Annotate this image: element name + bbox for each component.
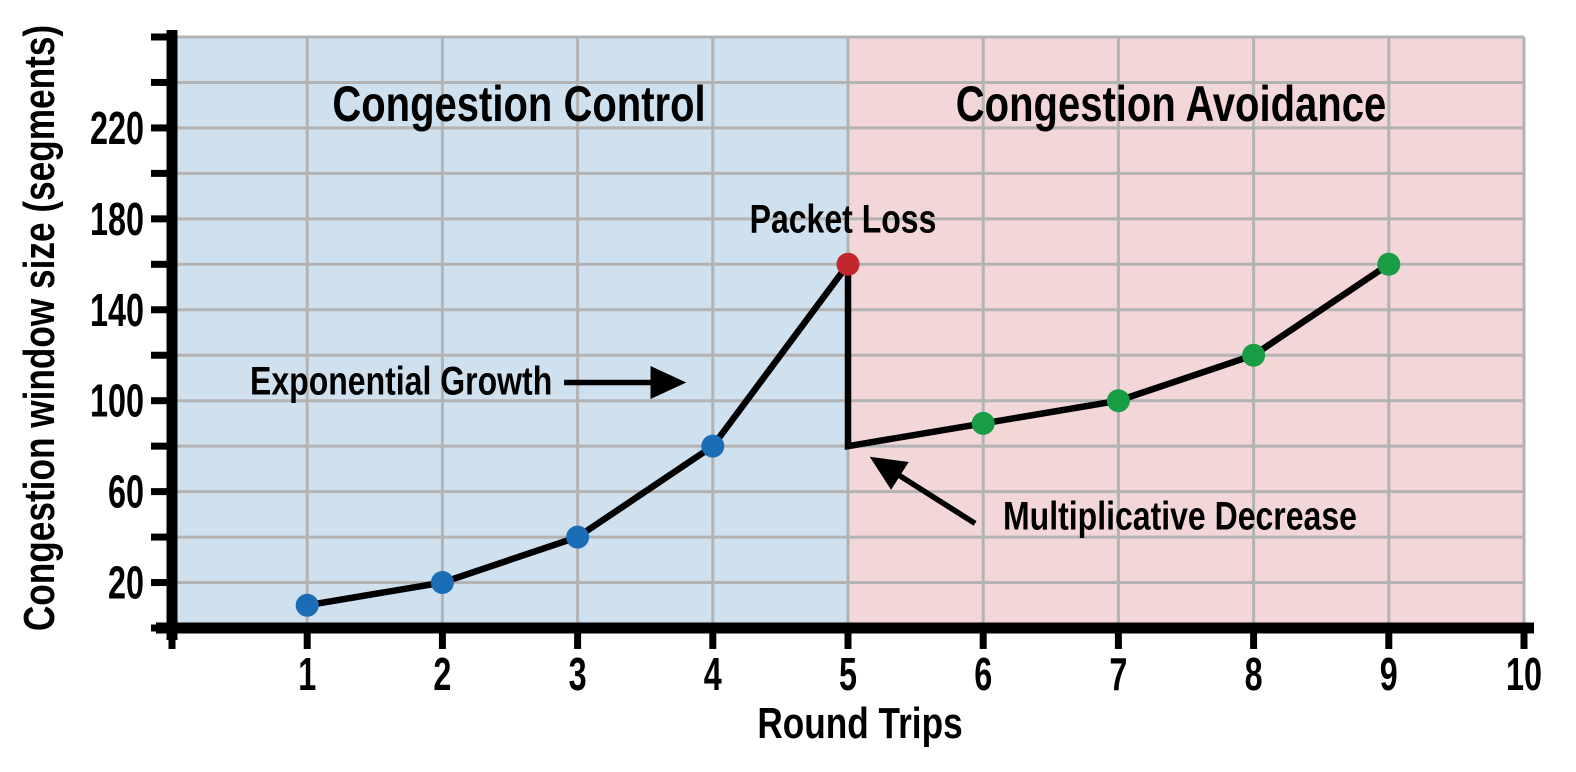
x-tick-10	[1520, 633, 1528, 649]
y-tick-260	[151, 33, 167, 41]
y-tick-label-140: 140	[90, 284, 144, 336]
x-tick-1	[303, 633, 311, 649]
y-tick-160	[151, 260, 167, 268]
x-tick-label-6: 6	[974, 648, 992, 700]
y-tick-80	[151, 442, 167, 450]
x-tick-label-3: 3	[569, 648, 587, 700]
y-tick-40	[151, 533, 167, 541]
y-tick-220	[151, 124, 167, 132]
x-tick-7	[1114, 633, 1122, 649]
data-point-slow-start-x4	[701, 434, 725, 458]
data-point-congestion-avoidance-x6	[971, 411, 995, 435]
data-point-congestion-avoidance-x7	[1106, 389, 1130, 413]
arrow-multiplicative-decrease	[869, 456, 977, 526]
data-point-slow-start-x2	[430, 571, 454, 595]
region-congestion-control	[172, 37, 848, 628]
data-point-congestion-avoidance-x8	[1242, 343, 1266, 367]
x-axis-title: Round Trips	[732, 699, 989, 749]
x-tick-label-9: 9	[1380, 648, 1398, 700]
x-axis-line	[156, 622, 1534, 634]
x-tick-6	[979, 633, 987, 649]
annotation-packet-loss: Packet Loss	[749, 197, 937, 242]
y-tick-label-60: 60	[108, 466, 144, 518]
region-congestion-avoidance	[848, 37, 1524, 628]
x-axis-title-text: Round Trips	[757, 699, 963, 748]
y-tick-120	[151, 351, 167, 359]
x-tick-label-8: 8	[1245, 648, 1263, 700]
region-title-congestion-avoidance: Congestion Avoidance	[955, 76, 1387, 132]
y-tick-140	[151, 306, 167, 314]
x-tick-label-2: 2	[433, 648, 451, 700]
x-tick-label-1: 1	[298, 648, 316, 700]
x-tick-4	[709, 633, 717, 649]
y-tick-label-220: 220	[90, 102, 144, 154]
y-axis-title: Congestion window size (segments)	[15, 0, 65, 707]
x-tick-3	[574, 633, 582, 649]
y-tick-60	[151, 488, 167, 496]
data-point-slow-start-x3	[566, 525, 590, 549]
y-tick-240	[151, 78, 167, 86]
y-tick-0	[151, 624, 167, 632]
x-tick-8	[1250, 633, 1258, 649]
x-tick-9	[1385, 633, 1393, 649]
series-line-congestion-window-size	[306, 254, 1391, 609]
data-point-slow-start-x1	[295, 593, 319, 617]
y-axis-line	[166, 30, 178, 640]
x-tick-2	[438, 633, 446, 649]
data-point-congestion-avoidance-x9	[1377, 252, 1401, 276]
y-tick-200	[151, 169, 167, 177]
y-axis-title-text: Congestion window size (segments)	[15, 24, 64, 632]
y-tick-180	[151, 215, 167, 223]
y-tick-100	[151, 397, 167, 405]
annotation-multiplicative-decrease: Multiplicative Decrease	[1003, 494, 1357, 539]
x-tick-label-10: 10	[1506, 648, 1542, 700]
x-tick-5	[844, 633, 852, 649]
x-tick-label-4: 4	[704, 648, 722, 700]
region-title-congestion-control: Congestion Control	[332, 76, 706, 132]
x-tick-label-5: 5	[839, 648, 857, 700]
y-tick-label-100: 100	[90, 375, 144, 427]
y-tick-label-20: 20	[108, 557, 144, 609]
annotation-exponential-growth: Exponential Growth	[250, 359, 553, 404]
x-tick-label-7: 7	[1109, 648, 1127, 700]
x-tick-0	[168, 633, 176, 649]
y-tick-label-180: 180	[90, 193, 144, 245]
y-tick-20	[151, 579, 167, 587]
data-point-packet-loss-x5	[836, 252, 860, 276]
